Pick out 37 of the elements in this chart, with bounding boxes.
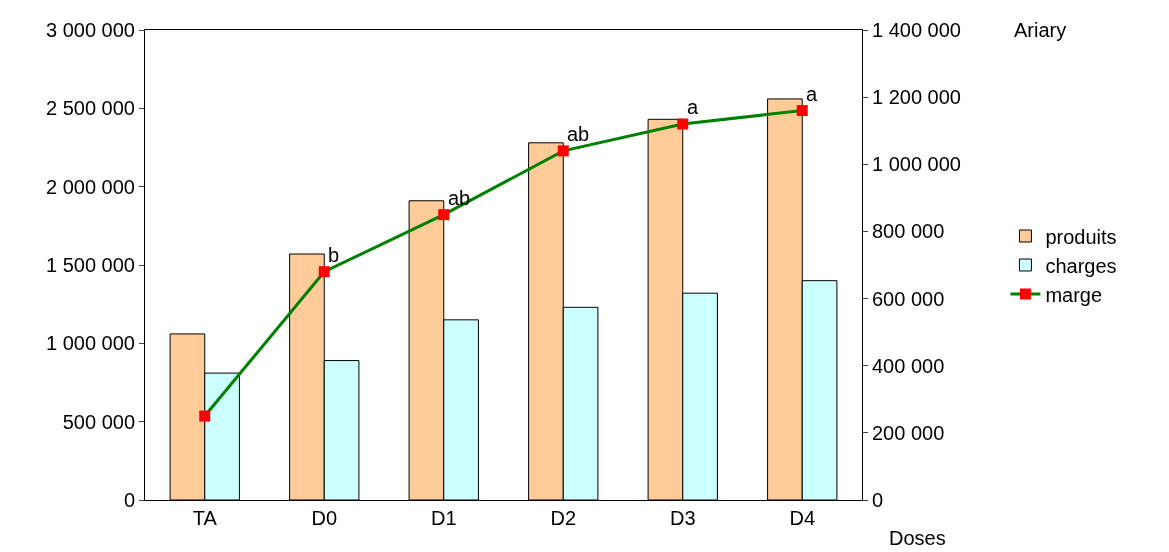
point	[796, 105, 808, 117]
y2-tick-label: 1 400 000	[872, 19, 961, 41]
y-tick-label: 2 000 000	[46, 175, 135, 198]
annotation: a	[806, 83, 818, 105]
annotation: ab	[567, 123, 590, 145]
legend-label: marge	[1045, 283, 1103, 306]
point	[677, 118, 689, 130]
x-tick-label: D0	[311, 507, 338, 529]
x-tick-label: TA	[192, 507, 218, 529]
point	[199, 410, 211, 422]
y-tick-label: 500 000	[62, 410, 135, 433]
y2-tick-label: 0	[872, 489, 884, 511]
y-tick-label: 2 500 000	[46, 97, 135, 120]
y2-tick-label: 400 000	[872, 354, 945, 377]
x-tick-label: D3	[669, 507, 696, 529]
y2-tick-label: 800 000	[872, 220, 945, 243]
y-tick-label: 1 500 000	[46, 254, 135, 276]
y2-tick-label: 1 200 000	[872, 86, 961, 109]
y-tick-label: 1 000 000	[46, 332, 135, 355]
x-tick-label: D2	[550, 507, 577, 529]
x-axis-title: Doses	[889, 527, 946, 549]
legend-label: charges	[1045, 254, 1117, 277]
y2-tick-label: 600 000	[872, 287, 945, 310]
y2-tick-label: 1 000 000	[872, 153, 961, 176]
point	[318, 266, 330, 278]
point	[557, 145, 569, 157]
legend-label: produits	[1045, 225, 1117, 248]
y2-tick-label: 200 000	[872, 421, 945, 444]
text: Ariary	[1014, 19, 1067, 41]
annotation: a	[687, 96, 699, 118]
x-tick-label: D1	[430, 507, 457, 529]
annotation: b	[328, 244, 340, 266]
y-tick-label: 3 000 000	[46, 19, 135, 41]
point	[438, 209, 450, 221]
x-tick-label: D4	[789, 507, 816, 529]
y-tick-label: 0	[123, 489, 135, 511]
annotation: ab	[448, 187, 471, 209]
